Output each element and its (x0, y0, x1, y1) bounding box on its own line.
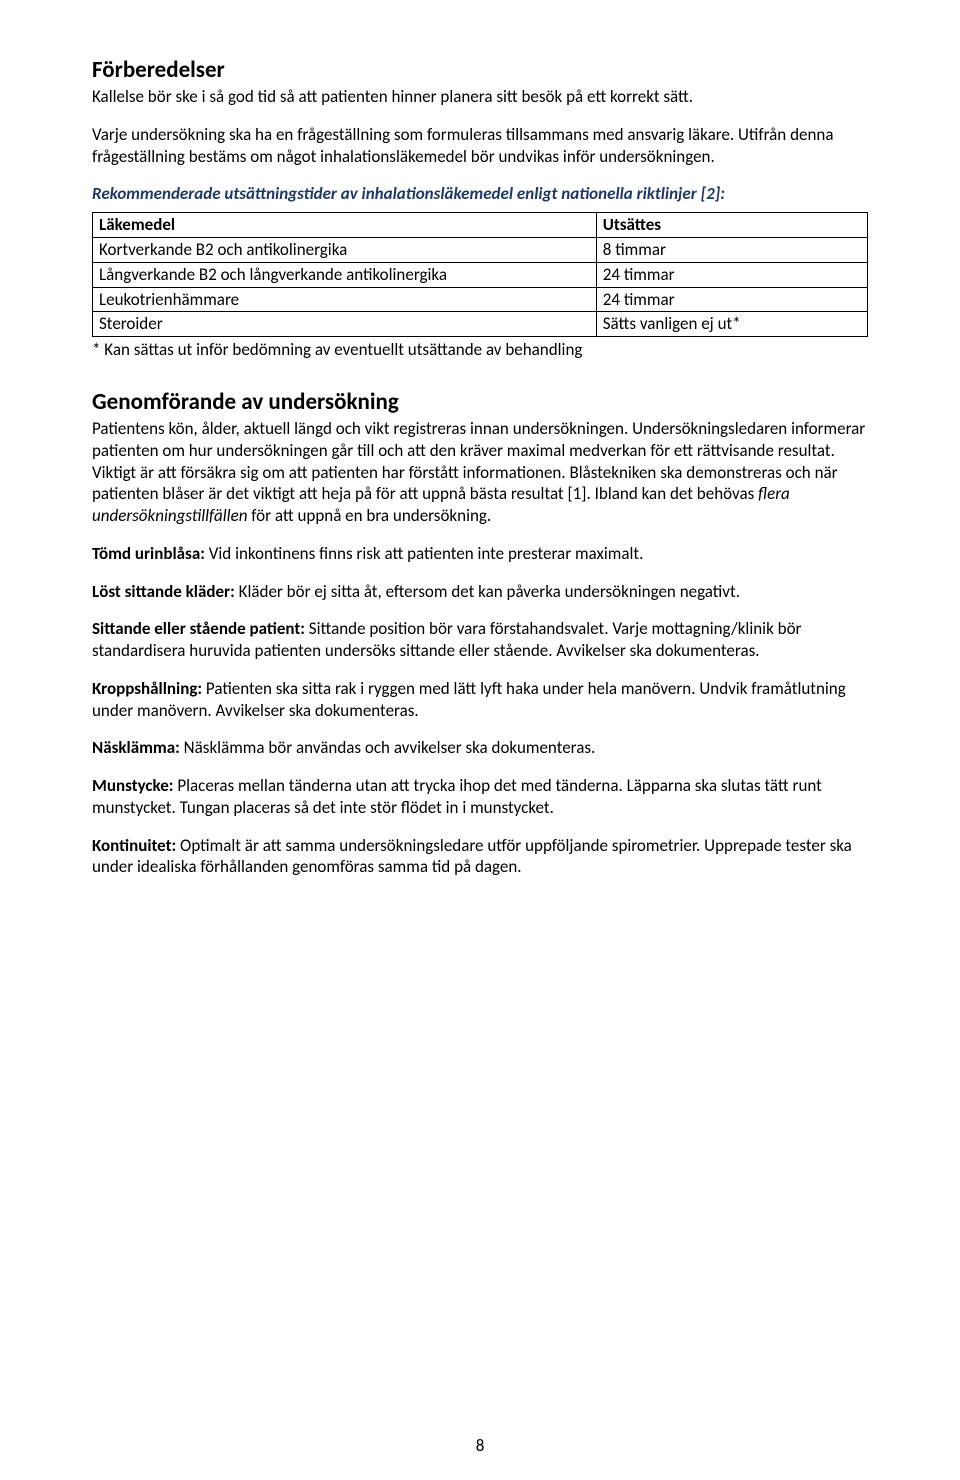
page-number: 8 (0, 1435, 960, 1456)
instruction-text: Placeras mellan tänderna utan att trycka… (92, 775, 822, 818)
recommendation-heading: Rekommenderade utsättningstider av inhal… (92, 183, 868, 204)
table-cell: Kortverkande B2 och antikolinergika (93, 238, 597, 263)
table-row: Steroider Sätts vanligen ej ut* (93, 312, 868, 337)
table-cell: 8 timmar (596, 238, 867, 263)
instruction-item: Munstycke: Placeras mellan tänderna utan… (92, 775, 868, 819)
section-title-forberedelser: Förberedelser (92, 56, 868, 84)
table-cell: Sätts vanligen ej ut* (596, 312, 867, 337)
table-header-cell: Utsättes (596, 213, 867, 238)
instruction-text: Näsklämma bör användas och avvikelser sk… (180, 737, 595, 758)
paragraph-text: för att uppnå en bra undersökning. (247, 505, 491, 526)
paragraph-text: Patientens kön, ålder, aktuell längd och… (92, 418, 865, 504)
paragraph: Varje undersökning ska ha en frågeställn… (92, 124, 868, 168)
table-cell: Leukotrienhämmare (93, 287, 597, 312)
table-cell: 24 timmar (596, 262, 867, 287)
table-row: Leukotrienhämmare 24 timmar (93, 287, 868, 312)
instruction-item: Sittande eller stående patient: Sittande… (92, 618, 868, 662)
instruction-item: Kroppshållning: Patienten ska sitta rak … (92, 678, 868, 722)
instruction-lead: Kontinuitet: (92, 835, 176, 856)
instruction-lead: Kroppshållning: (92, 678, 202, 699)
section-title-genomforande: Genomförande av undersökning (92, 388, 868, 416)
instruction-item: Kontinuitet: Optimalt är att samma under… (92, 835, 868, 879)
document-page: Förberedelser Kallelse bör ske i så god … (0, 0, 960, 1480)
instruction-lead: Sittande eller stående patient: (92, 618, 305, 639)
table-footnote: * Kan sättas ut inför bedömning av event… (92, 339, 868, 360)
instruction-lead: Tömd urinblåsa: (92, 543, 205, 564)
instruction-item: Tömd urinblåsa: Vid inkontinens finns ri… (92, 543, 868, 565)
instruction-lead: Löst sittande kläder: (92, 581, 235, 602)
paragraph: Patientens kön, ålder, aktuell längd och… (92, 418, 868, 527)
table-row: Långverkande B2 och långverkande antikol… (93, 262, 868, 287)
table-cell: 24 timmar (596, 287, 867, 312)
instruction-text: Patienten ska sitta rak i ryggen med lät… (92, 678, 846, 721)
table-header-row: Läkemedel Utsättes (93, 213, 868, 238)
instruction-text: Vid inkontinens finns risk att patienten… (205, 543, 644, 564)
instruction-item: Näsklämma: Näsklämma bör användas och av… (92, 737, 868, 759)
medication-table: Läkemedel Utsättes Kortverkande B2 och a… (92, 212, 868, 337)
instruction-item: Löst sittande kläder: Kläder bör ej sitt… (92, 581, 868, 603)
instruction-text: Optimalt är att samma undersökningsledar… (92, 835, 852, 878)
table-cell: Steroider (93, 312, 597, 337)
table-cell: Långverkande B2 och långverkande antikol… (93, 262, 597, 287)
table-header-cell: Läkemedel (93, 213, 597, 238)
instruction-text: Kläder bör ej sitta åt, eftersom det kan… (235, 581, 740, 602)
instruction-lead: Näsklämma: (92, 737, 180, 758)
instruction-lead: Munstycke: (92, 775, 173, 796)
table-row: Kortverkande B2 och antikolinergika 8 ti… (93, 238, 868, 263)
paragraph: Kallelse bör ske i så god tid så att pat… (92, 86, 868, 108)
